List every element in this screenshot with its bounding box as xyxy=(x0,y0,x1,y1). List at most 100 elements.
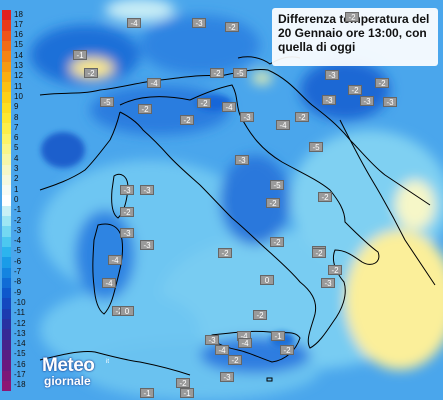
temperature-badge: -2 xyxy=(176,378,190,388)
temperature-badge: -3 xyxy=(325,70,339,80)
temperature-badge: -2 xyxy=(120,207,134,217)
temperature-badge: -3 xyxy=(360,96,374,106)
temperature-badge: -1 xyxy=(271,331,285,341)
temperature-badge: -2 xyxy=(266,198,280,208)
temperature-badge: -2 xyxy=(345,12,359,22)
temperature-badge: -4 xyxy=(222,102,236,112)
temperature-badge: -4 xyxy=(238,338,252,348)
legend-swatch xyxy=(2,216,11,227)
legend-swatch xyxy=(2,92,11,104)
logo-suffix: it xyxy=(106,359,109,365)
temperature-badge: -5 xyxy=(309,142,323,152)
temperature-badge: -4 xyxy=(215,345,229,355)
legend-value-label: -6 xyxy=(14,256,22,266)
legend-value-label: -3 xyxy=(14,225,22,235)
title-line-2: 20 Gennaio ore 13:00, con xyxy=(278,26,427,40)
legend-swatch xyxy=(2,133,11,145)
legend-swatch xyxy=(2,205,11,217)
temperature-badge: -2 xyxy=(270,237,284,247)
legend-swatch xyxy=(2,40,11,52)
legend-value-label: -9 xyxy=(14,287,22,297)
temperature-badge: -2 xyxy=(218,248,232,258)
legend-value-label: 4 xyxy=(14,153,19,163)
legend-value-label: 5 xyxy=(14,143,19,153)
temperature-badge: -2 xyxy=(253,310,267,320)
temperature-badge: -2 xyxy=(318,192,332,202)
temperature-badge: -3 xyxy=(235,155,249,165)
temperature-badge: -3 xyxy=(220,372,234,382)
legend-value-label: 9 xyxy=(14,102,19,112)
legend-swatch xyxy=(2,298,11,310)
temperature-badge: 0 xyxy=(260,275,274,285)
temperature-badge: -2 xyxy=(210,68,224,78)
legend-value-label: -13 xyxy=(14,328,26,338)
legend-value-label: -8 xyxy=(14,277,22,287)
legend-value-label: 8 xyxy=(14,112,19,122)
legend-value-label: 14 xyxy=(14,50,23,60)
temperature-badge: -2 xyxy=(180,115,194,125)
temperature-badge: -2 xyxy=(138,104,152,114)
color-scale-legend: 18 17 16 15 14 13 12 11 10 9 8 7 6 5 4 3 2 1 0 -1 -2 -3 -4 -5 -6… xyxy=(0,0,38,400)
temperature-badge: -3 xyxy=(321,278,335,288)
legend-value-label: 6 xyxy=(14,133,19,143)
temperature-badge: -4 xyxy=(127,18,141,28)
legend-value-label: 15 xyxy=(14,40,23,50)
legend-swatch xyxy=(2,51,11,62)
legend-swatch xyxy=(2,71,11,83)
legend-value-label: -12 xyxy=(14,318,26,328)
temperature-badge: -3 xyxy=(140,240,154,250)
legend-value-label: 1 xyxy=(14,184,19,194)
temperature-badge: -3 xyxy=(205,335,219,345)
legend-swatch xyxy=(2,61,11,73)
legend-swatch xyxy=(2,267,11,279)
legend-value-label: -15 xyxy=(14,349,26,359)
temperature-badge: -2 xyxy=(328,265,342,275)
legend-value-label: -5 xyxy=(14,246,22,256)
legend-swatch xyxy=(2,20,11,31)
legend-swatch xyxy=(2,319,11,330)
legend-value-label: 17 xyxy=(14,19,23,29)
legend-swatch xyxy=(2,277,11,289)
temperature-badge: -4 xyxy=(102,278,116,288)
legend-value-label: -7 xyxy=(14,267,22,276)
legend-value-label: -2 xyxy=(14,215,22,225)
legend-value-label: 18 xyxy=(14,9,23,19)
legend-value-label: 13 xyxy=(14,61,23,70)
legend-value-label: 7 xyxy=(14,122,19,132)
legend-swatch xyxy=(2,174,11,186)
legend-swatch xyxy=(2,82,11,93)
temperature-badge: -1 xyxy=(140,388,154,398)
legend-swatch xyxy=(2,154,11,165)
legend-swatch xyxy=(2,349,11,361)
temperature-badge: -2 xyxy=(197,98,211,108)
temperature-badge: -1 xyxy=(180,388,194,398)
legend-value-label: -4 xyxy=(14,236,22,246)
legend-value-label: 0 xyxy=(14,194,19,204)
temperature-badge: -1 xyxy=(73,50,87,60)
temperature-badge: -2 xyxy=(280,345,294,355)
legend-swatch xyxy=(2,339,11,351)
temperature-badge: -2 xyxy=(84,68,98,78)
temperature-badge: -3 xyxy=(120,228,134,238)
legend-swatch xyxy=(2,195,11,207)
legend-value-label: 11 xyxy=(14,81,23,91)
title-line-3: quella di oggi xyxy=(278,40,356,54)
legend-value-label: 16 xyxy=(14,30,23,40)
temperature-badge: 0 xyxy=(120,306,134,316)
temperature-badge: -4 xyxy=(108,255,122,265)
legend-swatch xyxy=(2,308,11,320)
temperature-badge: -5 xyxy=(100,97,114,107)
temperature-badge: -5 xyxy=(233,68,247,78)
legend-value-label: 10 xyxy=(14,91,23,101)
legend-swatch xyxy=(2,143,11,155)
temperature-badge: -3 xyxy=(140,185,154,195)
legend-value-label: 12 xyxy=(14,71,23,81)
legend-swatch xyxy=(2,246,11,258)
logo-line-meteo: Meteo xyxy=(42,355,95,376)
temperature-badge: -2 xyxy=(375,78,389,88)
legend-value-label: -1 xyxy=(14,205,22,215)
legend-value-label: -10 xyxy=(14,297,26,307)
temperature-badge: -3 xyxy=(383,97,397,107)
legend-value-label: -11 xyxy=(14,308,25,318)
